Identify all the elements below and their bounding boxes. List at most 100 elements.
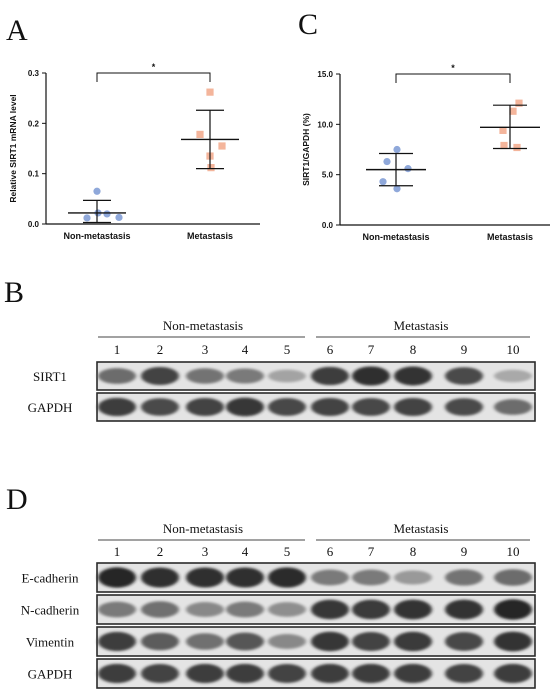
- data-point-non-metastasis: [83, 214, 91, 222]
- blot-band: [141, 601, 179, 618]
- data-point-non-metastasis: [393, 145, 401, 154]
- blot-band: [494, 399, 532, 415]
- y-tick-label: 5.0: [322, 171, 334, 180]
- y-tick-label: 0.3: [28, 69, 40, 78]
- blot-band: [226, 368, 264, 384]
- blot-band: [226, 632, 264, 651]
- blot-band: [141, 366, 179, 386]
- blot-band: [186, 567, 224, 588]
- blot-band: [98, 567, 136, 588]
- lane-number: 9: [461, 342, 468, 357]
- x-category-label: Non-metastasis: [63, 231, 130, 241]
- blot-row-label: SIRT1: [33, 369, 67, 384]
- y-tick-label: 0.1: [28, 170, 40, 179]
- panel-letter-d: D: [6, 483, 28, 516]
- blot-band: [352, 663, 390, 684]
- significance-bracket: [395, 73, 511, 83]
- x-category-label: Non-metastasis: [362, 232, 429, 242]
- blot-band: [268, 634, 306, 649]
- x-category-label: Metastasis: [487, 232, 533, 242]
- blot-band: [226, 397, 264, 417]
- y-tick-label: 0.0: [28, 220, 40, 229]
- data-point-metastasis: [207, 164, 215, 172]
- blot-band: [494, 631, 532, 652]
- data-point-metastasis: [515, 99, 523, 107]
- blot-row-label: GAPDH: [28, 400, 73, 415]
- blot-band: [98, 663, 136, 684]
- blot-band: [268, 567, 306, 588]
- lane-number: 8: [410, 544, 417, 559]
- blot-band: [141, 567, 179, 588]
- blot-row-label: N-cadherin: [21, 603, 80, 618]
- blot-band: [494, 663, 532, 684]
- significance-marker: *: [152, 62, 156, 72]
- blot-band: [226, 601, 264, 618]
- blot-row-label: GAPDH: [28, 667, 73, 682]
- y-axis-label: SIRT1/GAPDH (%): [301, 113, 311, 186]
- lane-number: 4: [242, 544, 249, 559]
- y-tick-label: 15.0: [317, 70, 333, 79]
- blot-band: [98, 397, 136, 417]
- lane-number: 9: [461, 544, 468, 559]
- data-point-non-metastasis: [93, 187, 101, 195]
- blot-band: [311, 366, 349, 386]
- data-point-metastasis: [206, 88, 214, 96]
- y-axis-label: Relative SIRT1 mRNA level: [8, 94, 18, 202]
- blot-band: [352, 599, 390, 620]
- data-point-non-metastasis: [379, 178, 387, 186]
- group-label: Metastasis: [394, 318, 449, 333]
- blot-band: [494, 569, 532, 586]
- blot-band: [311, 569, 349, 586]
- blot-band: [141, 664, 179, 683]
- lane-number: 7: [368, 342, 375, 357]
- blot-band: [268, 369, 306, 383]
- blot-band: [311, 631, 349, 652]
- significance-bracket: [96, 72, 211, 82]
- lane-number: 2: [157, 544, 164, 559]
- blot-band: [394, 366, 432, 386]
- blot-band: [186, 602, 224, 617]
- lane-number: 6: [327, 544, 334, 559]
- blot-band: [141, 398, 179, 416]
- group-label: Metastasis: [394, 521, 449, 536]
- blot-band: [445, 599, 483, 620]
- lane-number: 5: [284, 342, 291, 357]
- blot-band: [445, 664, 483, 683]
- lane-number: 7: [368, 544, 375, 559]
- lane-number: 8: [410, 342, 417, 357]
- data-point-non-metastasis: [393, 185, 401, 193]
- data-point-non-metastasis: [115, 213, 123, 222]
- data-point-non-metastasis: [404, 165, 412, 173]
- lane-number: 10: [507, 342, 520, 357]
- blot-band: [394, 631, 432, 652]
- blot-band: [98, 368, 136, 384]
- blot-band: [98, 601, 136, 618]
- lane-number: 6: [327, 342, 334, 357]
- group-label: Non-metastasis: [163, 318, 243, 333]
- y-tick-label: 0.0: [322, 221, 334, 230]
- lane-number: 10: [507, 544, 520, 559]
- blot-band: [268, 398, 306, 416]
- blot-band: [311, 397, 349, 417]
- y-tick-label: 0.2: [28, 119, 40, 128]
- blot-band: [352, 569, 390, 586]
- blot-band: [352, 632, 390, 651]
- data-point-metastasis: [513, 143, 521, 152]
- blot-band: [352, 366, 390, 386]
- data-point-metastasis: [500, 141, 508, 150]
- blot-band: [186, 397, 224, 417]
- blot-band: [445, 398, 483, 416]
- blot-band: [494, 369, 532, 383]
- blot-band: [186, 368, 224, 384]
- blot-band: [226, 663, 264, 684]
- lane-number: 2: [157, 342, 164, 357]
- blot-row-label: E-cadherin: [21, 571, 79, 586]
- blot-band: [186, 663, 224, 684]
- blot-band: [352, 398, 390, 416]
- lane-number: 3: [202, 544, 209, 559]
- lane-number: 3: [202, 342, 209, 357]
- data-point-metastasis: [196, 130, 204, 139]
- blot-band: [98, 631, 136, 652]
- blot-band: [394, 397, 432, 417]
